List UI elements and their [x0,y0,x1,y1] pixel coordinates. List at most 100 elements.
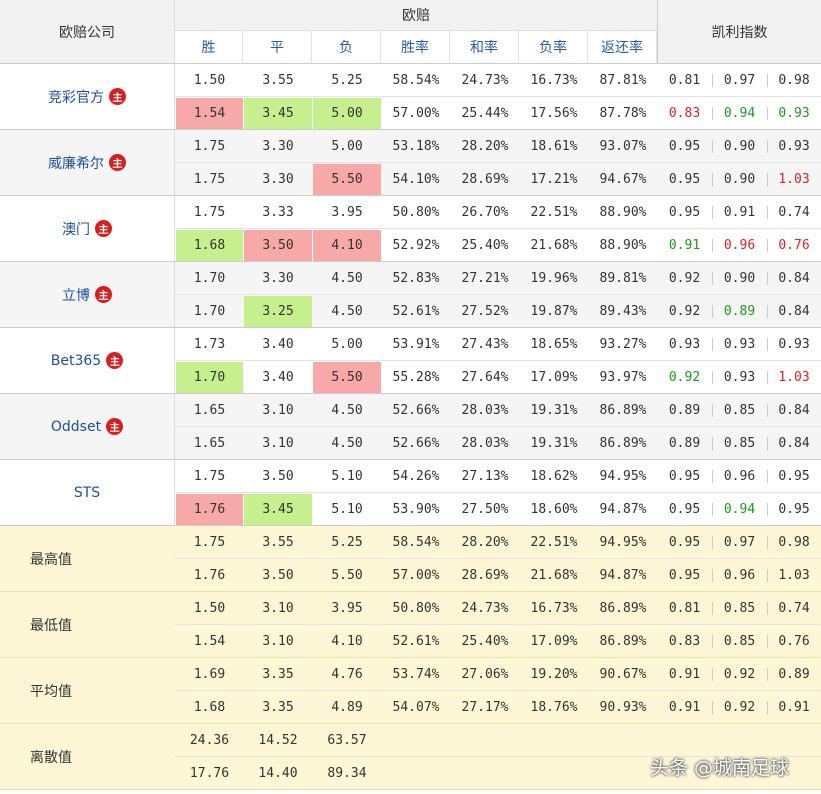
column-header: 和率 [450,31,519,64]
odds-cell: 1.70 [193,304,226,319]
odds-cell: 86.89% [599,634,647,649]
kelly-cell: 0.93 [778,106,810,121]
kelly-cell: 0.89 [778,667,810,682]
kelly-separator [767,404,768,417]
odds-cell: 3.95 [331,205,363,220]
odds-cell: 89.81% [599,271,647,286]
odds-cell: 4.89 [331,700,363,715]
company-name: 立博 [62,287,90,304]
odds-cell: 27.06% [461,667,509,682]
odds-cell: 52.92% [392,238,440,253]
odds-cell: 94.95% [599,535,647,550]
kelly-separator [767,536,768,549]
odds-cell: 24.73% [461,601,509,616]
odds-cell: 3.50 [262,469,294,484]
stat-name: 最高值 [0,526,175,592]
kelly-cell: 0.84 [778,271,810,286]
odds-cell: 53.74% [392,667,440,682]
odds-cell: 3.50 [244,230,312,261]
row-bg [175,262,821,295]
kelly-cell: 0.90 [723,271,756,286]
odds-cell: 90.67% [599,667,647,682]
odds-cell: 5.00 [331,337,363,352]
kelly-separator [712,206,713,219]
company-name: Bet365 [50,352,102,369]
odds-cell: 86.89% [599,436,647,451]
odds-cell: 54.26% [392,469,440,484]
odds-cell: 58.54% [392,535,440,550]
odds-cell: 19.20% [530,667,578,682]
odds-cell: 3.25 [244,296,312,327]
odds-cell: 18.60% [530,502,578,517]
kelly-cell: 0.94 [723,502,756,517]
kelly-separator [767,602,768,615]
odds-cell: 5.25 [331,535,363,550]
column-header: 胜 [175,31,243,64]
kelly-header: 凯利指数 [657,0,821,64]
company-cell: 竞彩官方主 [0,64,175,130]
odds-cell: 17.56% [530,106,578,121]
kelly-cell: 0.90 [723,172,756,187]
row-bg [175,724,821,757]
kelly-separator [712,305,713,318]
kelly-separator [767,173,768,186]
odds-cell: 1.50 [193,73,226,88]
kelly-separator [767,239,768,252]
kelly-cell: 0.95 [668,205,701,220]
kelly-separator [712,107,713,120]
odds-cell: 3.30 [262,271,294,286]
kelly-separator [712,173,713,186]
odds-cell: 1.70 [176,362,243,393]
kelly-cell: 0.92 [668,370,701,385]
kelly-cell: 0.84 [778,436,810,451]
odds-cell: 3.35 [262,700,294,715]
odds-cell: 86.89% [599,403,647,418]
odds-cell: 3.10 [262,436,294,451]
stat-name: 离散值 [0,724,175,790]
row-bg [175,526,821,559]
kelly-cell: 0.96 [723,568,756,583]
kelly-cell: 0.92 [668,304,701,319]
odds-cell: 5.50 [313,362,381,393]
odds-cell: 86.89% [599,601,647,616]
kelly-separator [712,140,713,153]
kelly-cell: 0.95 [778,469,810,484]
kelly-separator [767,74,768,87]
odds-cell: 3.95 [331,601,363,616]
odds-cell: 27.21% [461,271,509,286]
row-bg [175,460,821,493]
odds-cell: 25.40% [461,634,509,649]
odds-cell: 5.25 [331,73,363,88]
badge: 主 [109,154,126,171]
kelly-cell: 0.95 [668,469,701,484]
odds-cell: 1.73 [193,337,226,352]
column-header: 平 [243,31,312,64]
odds-cell: 28.03% [461,436,509,451]
odds-cell: 63.57 [327,733,367,748]
badge: 主 [106,418,124,435]
odds-cell: 4.10 [313,230,381,261]
kelly-cell: 0.96 [723,238,756,253]
kelly-cell: 0.97 [723,73,756,88]
company-name: 竞彩官方 [48,89,104,106]
block-border [175,327,821,328]
company-name: 威廉希尔 [48,155,104,172]
stat-name: 平均值 [0,658,175,724]
odds-cell: 22.51% [530,205,578,220]
company-cell: 澳门主 [0,196,175,262]
odds-cell: 25.44% [461,106,509,121]
kelly-cell: 0.76 [778,238,810,253]
odds-cell: 19.96% [530,271,578,286]
stat-name: 最低值 [0,592,175,658]
odds-cell: 27.64% [461,370,509,385]
block-border [175,525,821,526]
company-name: STS [73,484,101,501]
odds-cell: 3.10 [262,601,294,616]
watermark: 头条 @城南足球 [650,756,790,779]
odds-cell: 4.10 [331,634,363,649]
odds-cell: 53.18% [392,139,440,154]
odds-cell: 94.87% [599,568,647,583]
odds-cell: 24.73% [461,73,509,88]
odds-cell: 22.51% [530,535,578,550]
